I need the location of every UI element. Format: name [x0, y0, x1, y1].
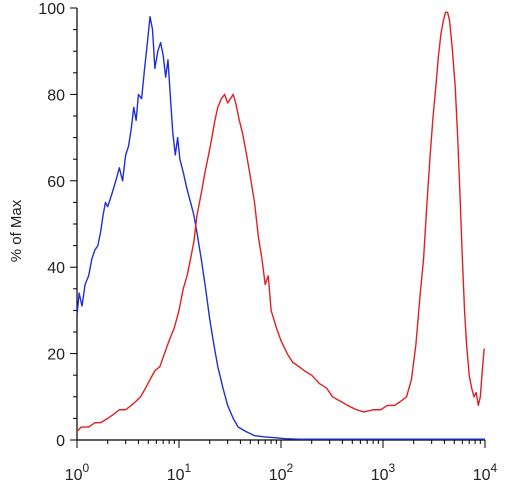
- x-tick-label: 101: [167, 461, 192, 484]
- series-line-1: [76, 15, 485, 440]
- y-tick-label: 80: [47, 87, 65, 104]
- x-tick-label: 103: [371, 461, 396, 484]
- x-tick-label: 100: [65, 461, 90, 484]
- x-tick-label: 104: [473, 461, 498, 484]
- y-tick-label: 40: [47, 260, 65, 277]
- axis-frame: [76, 8, 485, 441]
- y-tick-label: 20: [47, 347, 65, 364]
- y-axis-title: % of Max: [8, 199, 25, 262]
- y-tick-label: 100: [38, 1, 65, 18]
- x-tick-label: 102: [269, 461, 294, 484]
- series-line-2: [76, 11, 485, 432]
- y-tick-label: 60: [47, 174, 65, 191]
- y-tick-label: 0: [56, 433, 65, 450]
- series-layer: [76, 11, 485, 440]
- ticks-layer: 0 20 40 60 80 100 100 101 102 103 104: [38, 1, 497, 484]
